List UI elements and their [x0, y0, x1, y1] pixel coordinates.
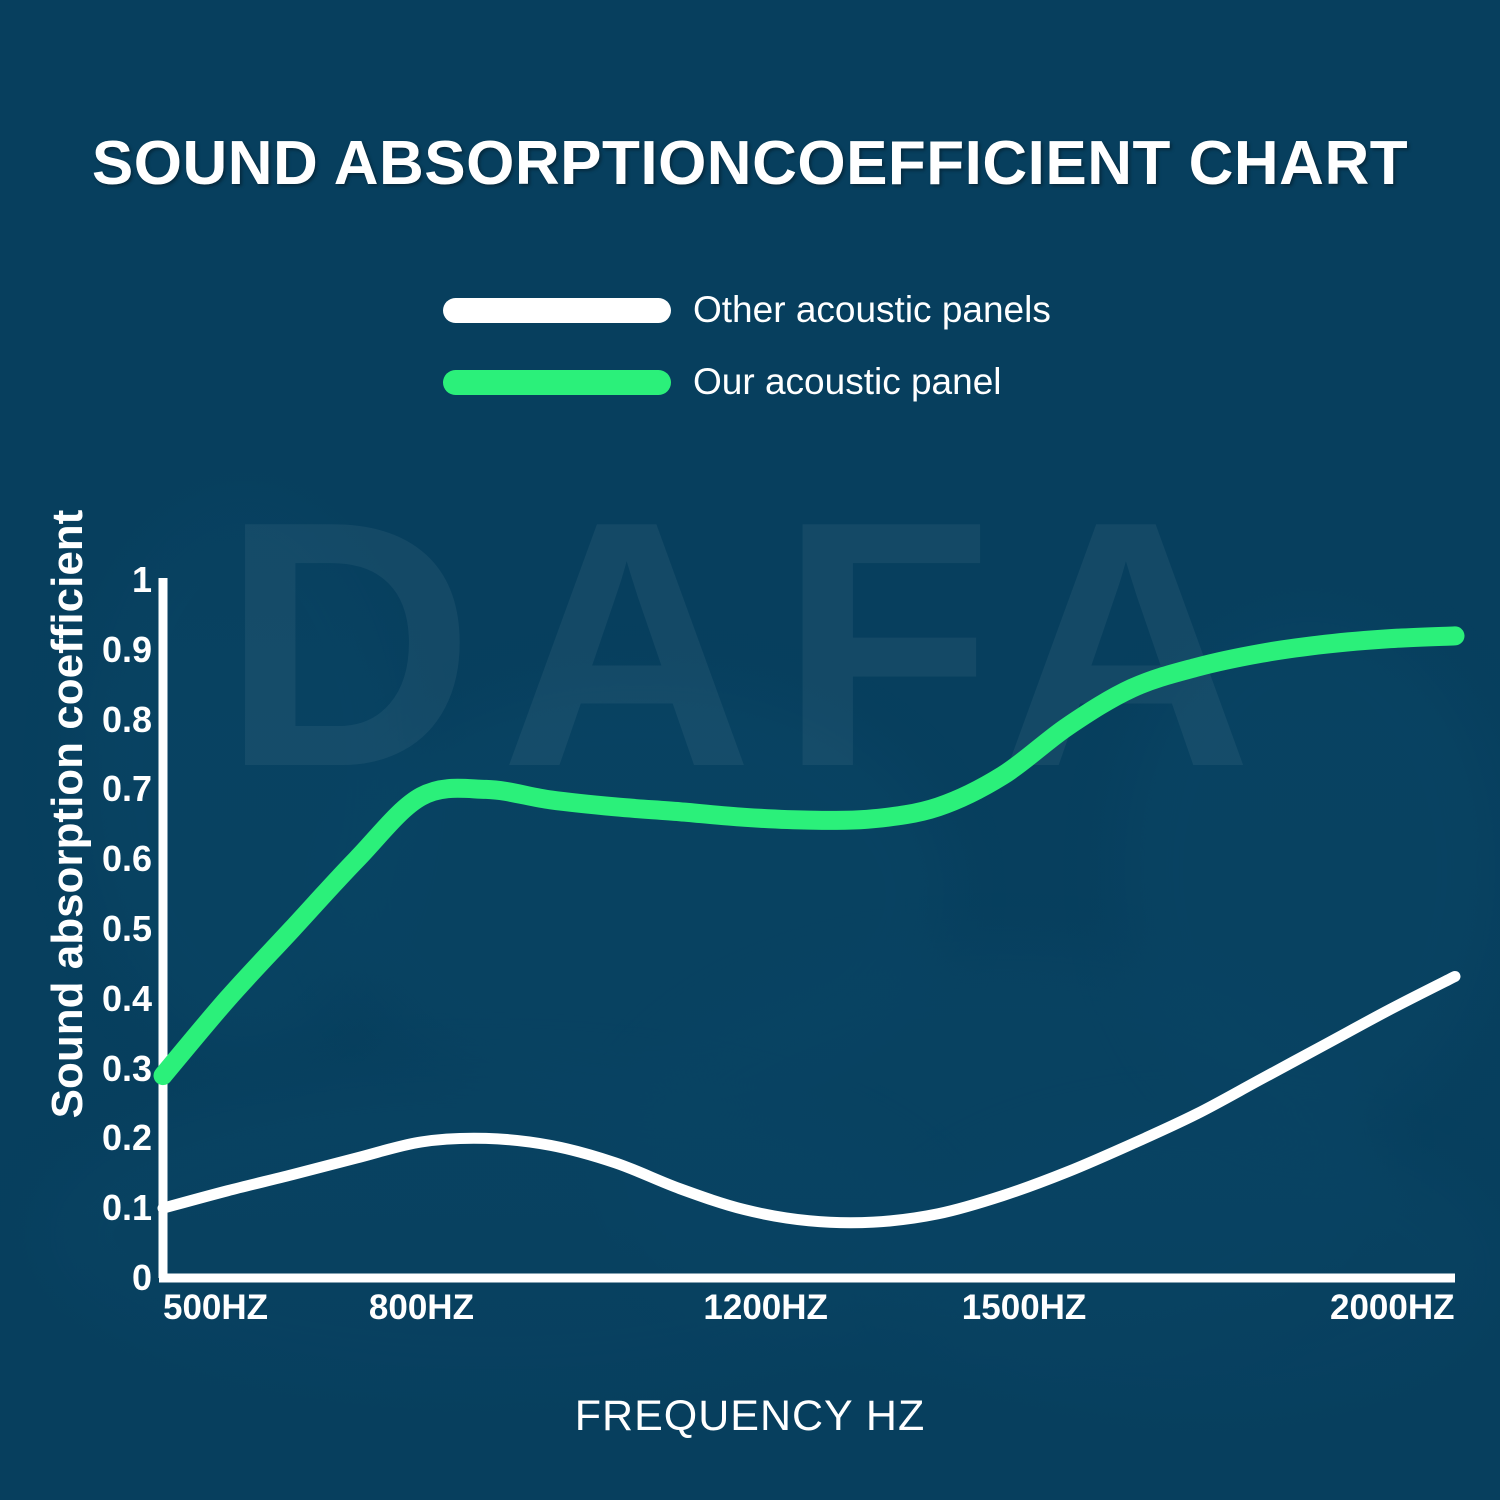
x-tick-label: 1500HZ [961, 1288, 1087, 1327]
page-title: SOUND ABSORPTIONCOEFFICIENT CHART [91, 129, 1409, 198]
legend-swatch-our-acoustic-panel [443, 369, 671, 395]
y-tick-label: 0.5 [101, 908, 152, 949]
y-tick-label: 0.4 [101, 977, 152, 1019]
y-tick-label: 0.7 [101, 768, 152, 810]
legend-label-our-acoustic-panel: Our acoustic panel [693, 361, 1002, 402]
y-tick-label: 0 [131, 1257, 152, 1298]
x-tick-label: 800HZ [368, 1288, 474, 1327]
y-axis-title: Sound absorption coefficient [43, 509, 92, 1119]
chart-legend: Other acoustic panels Our acoustic panel [443, 288, 1051, 432]
legend-label-other-acoustic-panels: Other acoustic panels [693, 289, 1051, 330]
y-tick-label: 0.1 [101, 1187, 152, 1229]
background-photo [0, 430, 1500, 1500]
y-tick-label: 0.6 [101, 838, 152, 880]
legend-item-other-acoustic-panels: Other acoustic panels [443, 288, 1051, 332]
x-tick-label: 500HZ [163, 1288, 269, 1327]
y-tick-label: 1 [131, 559, 152, 600]
y-tick-label: 0.3 [101, 1047, 152, 1089]
series-line-other-acoustic-panels [157, 970, 1461, 1229]
legend-swatch-other-acoustic-panels [443, 297, 671, 323]
y-tick-label: 0.9 [101, 628, 152, 670]
y-tick-label: 0.8 [101, 698, 152, 740]
x-tick-label: 1200HZ [703, 1288, 828, 1327]
watermark-text: DAFA [221, 449, 1279, 840]
y-tick-label: 0.2 [101, 1117, 152, 1159]
x-axis-title: FREQUENCY HZ [574, 1392, 926, 1440]
legend-item-our-acoustic-panel: Our acoustic panel [443, 360, 1051, 404]
series-line-our-acoustic-panel [153, 626, 1465, 1086]
x-tick-label: 2000HZ [1330, 1288, 1455, 1327]
